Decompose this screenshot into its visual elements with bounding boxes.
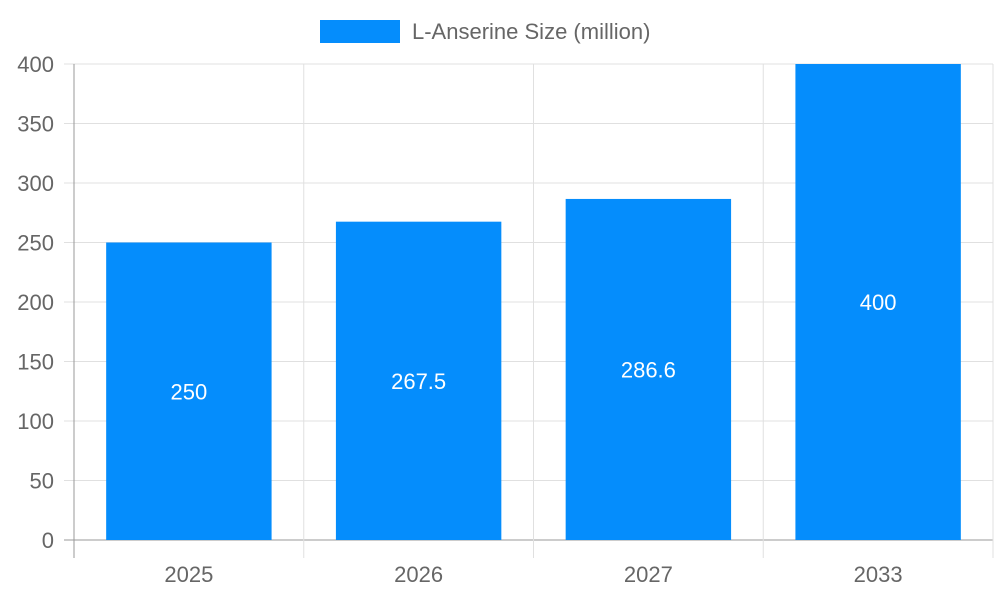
y-tick-label: 300 xyxy=(17,171,54,196)
bar xyxy=(335,221,502,541)
y-tick-label: 200 xyxy=(17,290,54,315)
x-tick-label: 2033 xyxy=(854,562,903,587)
data-label: 400 xyxy=(860,290,897,315)
data-label: 267.5 xyxy=(391,369,446,394)
y-tick-label: 100 xyxy=(17,409,54,434)
y-tick-label: 50 xyxy=(30,469,54,494)
y-tick-label: 250 xyxy=(17,231,54,256)
legend-swatch xyxy=(320,20,400,43)
x-tick-label: 2026 xyxy=(394,562,443,587)
data-label: 286.6 xyxy=(621,357,676,382)
y-tick-label: 150 xyxy=(17,350,54,375)
x-tick-label: 2025 xyxy=(164,562,213,587)
data-label: 250 xyxy=(171,379,208,404)
y-tick-label: 0 xyxy=(42,528,54,553)
bar xyxy=(106,242,272,540)
bar xyxy=(565,198,732,541)
y-tick-label: 350 xyxy=(17,112,54,137)
legend-label: L-Anserine Size (million) xyxy=(412,19,650,44)
legend[interactable]: L-Anserine Size (million) xyxy=(320,19,650,44)
y-tick-label: 400 xyxy=(17,52,54,77)
bar xyxy=(795,64,961,540)
x-tick-label: 2027 xyxy=(624,562,673,587)
axes: 0 50 100 150 200 250 300 350 400 2025 2026 2027 2033 xyxy=(17,52,902,587)
bars: 250 267.5 286.6 400 xyxy=(106,64,961,541)
